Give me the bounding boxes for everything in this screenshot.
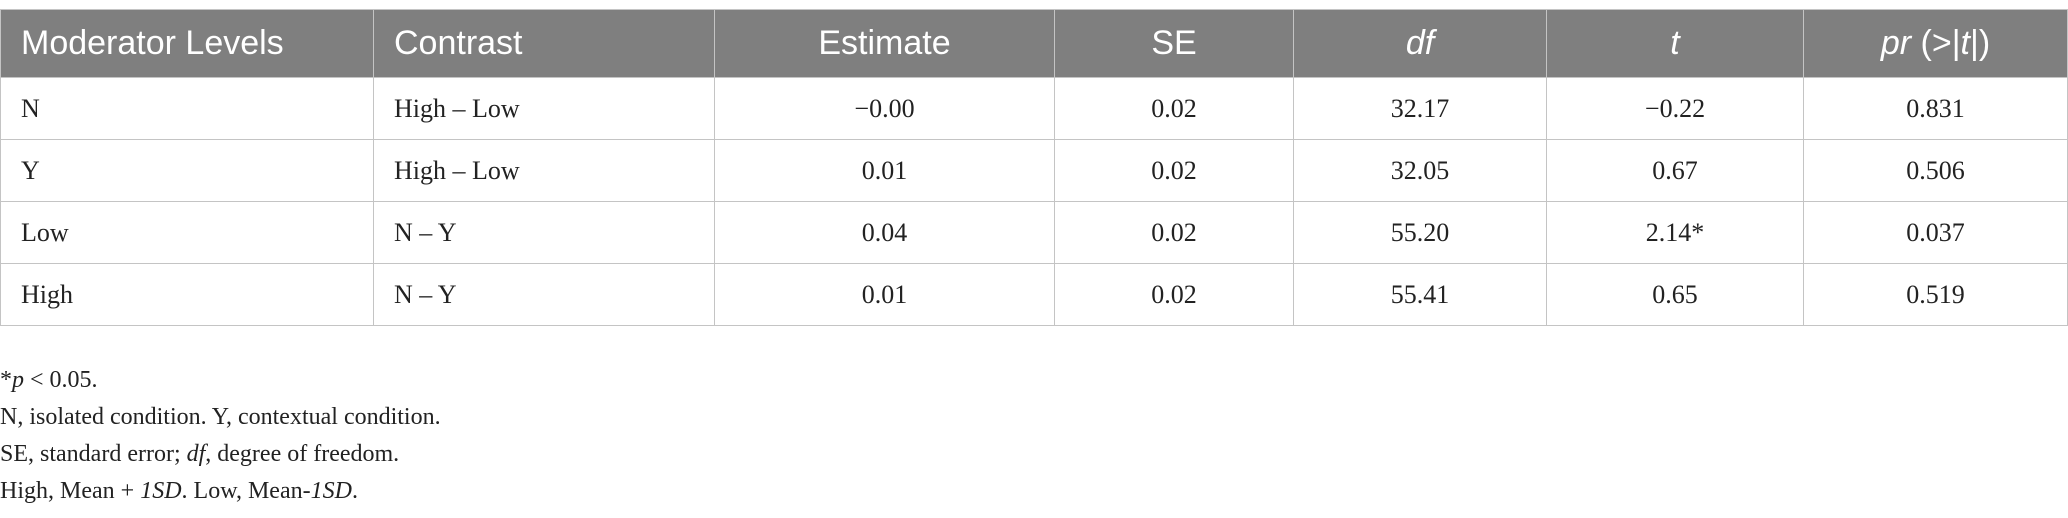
results-table: Moderator Levels Contrast Estimate SE df t pr … [0, 9, 2068, 326]
table-cell: Low [0, 201, 374, 264]
footnote: SE, standard error; df, degree of freedo… [0, 436, 441, 473]
header-cell: SE [1054, 9, 1294, 78]
header-row: Moderator Levels Contrast Estimate SE df t pr … [0, 9, 2068, 78]
text-run: |) [1970, 24, 1991, 62]
table-cell: High – Low [373, 139, 715, 202]
text-run: df [186, 441, 206, 467]
text-run: Estimate [818, 24, 951, 62]
table-cell: 0.04 [714, 201, 1055, 264]
text-run: Contrast [394, 24, 523, 62]
table-cell: 55.20 [1293, 201, 1547, 264]
table-cell: 0.831 [1803, 77, 2068, 140]
header-cell: Moderator Levels [0, 9, 374, 78]
text-run: SE [1151, 24, 1197, 62]
table-cell: N [0, 77, 374, 140]
text-run: (>| [1911, 24, 1961, 62]
table-cell: N – Y [373, 263, 715, 326]
text-run: . Low, Mean- [181, 478, 311, 504]
text-run: 1SD [310, 478, 352, 504]
text-run: . [351, 478, 358, 504]
header-cell: pr (>|t|) [1803, 9, 2068, 78]
header-cell: Estimate [714, 9, 1055, 78]
table-row: N High – Low −0.00 0.02 32.17 −0.22 0.831 [0, 77, 2068, 140]
table-cell: 0.65 [1546, 263, 1804, 326]
text-run: df [1405, 24, 1435, 62]
footnote: N, isolated condition. Y, contextual con… [0, 399, 441, 436]
text-run: pr [1880, 24, 1912, 62]
header-cell: t [1546, 9, 1804, 78]
table-cell: 32.05 [1293, 139, 1547, 202]
table-cell: 0.519 [1803, 263, 2068, 326]
table-cell: High – Low [373, 77, 715, 140]
table-cell: 0.01 [714, 263, 1055, 326]
table-cell: N – Y [373, 201, 715, 264]
table-cell: 0.01 [714, 139, 1055, 202]
text-run: * [0, 367, 12, 393]
footnote: High, Mean + 1SD. Low, Mean-1SD. [0, 473, 441, 510]
text-run: Moderator Levels [21, 24, 284, 62]
text-run: N, isolated condition. Y, contextual con… [0, 404, 441, 430]
text-run: t [1960, 24, 1970, 62]
table-cell: −0.22 [1546, 77, 1804, 140]
table-body: N High – Low −0.00 0.02 32.17 −0.22 0.831 Y High… [0, 77, 2068, 326]
table-cell: 55.41 [1293, 263, 1547, 326]
footnotes: *p < 0.05. N, isolated condition. Y, cont… [0, 362, 441, 510]
table-cell: High [0, 263, 374, 326]
text-run: < 0.05. [24, 367, 98, 393]
text-run: SE, standard error; [0, 441, 187, 467]
text-run: , degree of freedom. [205, 441, 400, 467]
text-run: p [12, 367, 24, 393]
table-cell: 0.02 [1054, 139, 1294, 202]
table-cell: 0.67 [1546, 139, 1804, 202]
text-run: t [1670, 24, 1680, 62]
table-cell: 0.037 [1803, 201, 2068, 264]
text-run: High, Mean + [0, 478, 141, 504]
table-cell: 0.02 [1054, 201, 1294, 264]
table-cell: 0.02 [1054, 263, 1294, 326]
table-row: Y High – Low 0.01 0.02 32.05 0.67 0.506 [0, 139, 2068, 202]
table-cell: 0.02 [1054, 77, 1294, 140]
table-row: Low N – Y 0.04 0.02 55.20 2.14* 0.037 [0, 201, 2068, 264]
table-cell: 0.506 [1803, 139, 2068, 202]
footnote: *p < 0.05. [0, 362, 441, 399]
table-row: High N – Y 0.01 0.02 55.41 0.65 0.519 [0, 263, 2068, 326]
table-cell: 2.14* [1546, 201, 1804, 264]
text-run: 1SD [140, 478, 182, 504]
header-cell: df [1293, 9, 1547, 78]
table-cell: −0.00 [714, 77, 1055, 140]
table-cell: Y [0, 139, 374, 202]
table-cell: 32.17 [1293, 77, 1547, 140]
header-cell: Contrast [373, 9, 715, 78]
